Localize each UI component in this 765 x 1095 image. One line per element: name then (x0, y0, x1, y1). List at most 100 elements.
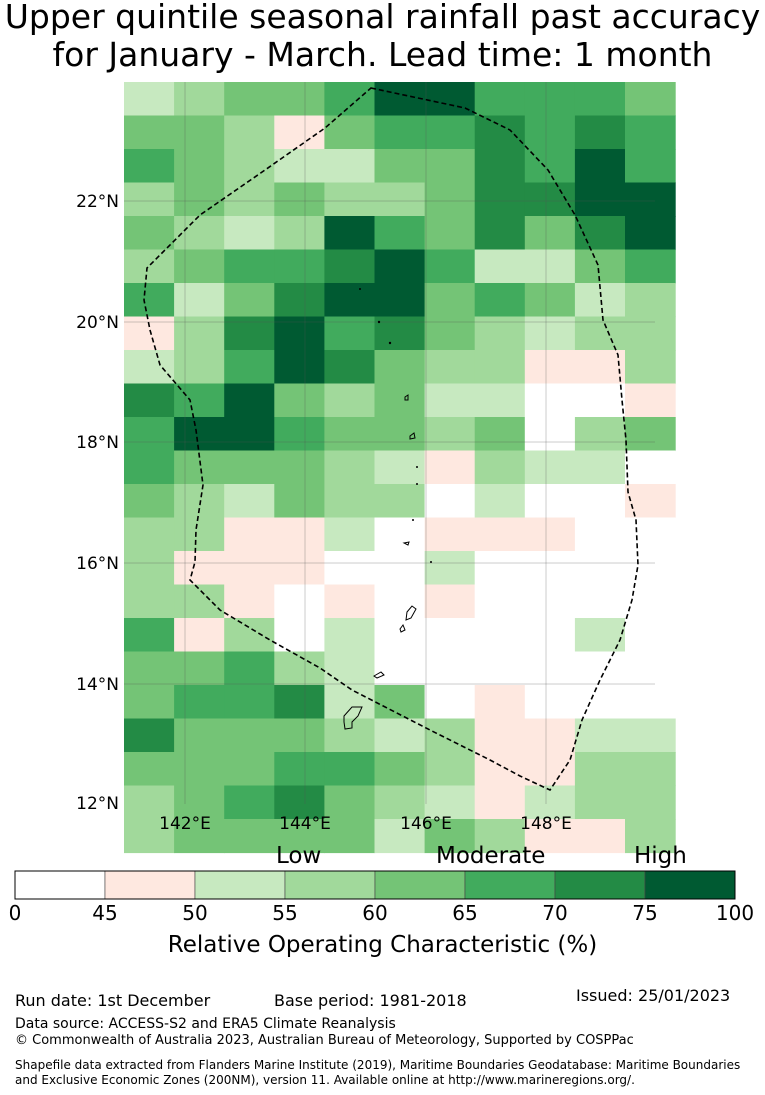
colorbar-outline (14, 870, 736, 900)
grid-cell (625, 484, 676, 519)
grid-cell (524, 819, 576, 854)
grid-cell (274, 752, 325, 787)
lat-tick-label: 22°N (76, 192, 119, 212)
issued-date: Issued: 25/01/2023 (576, 986, 731, 1005)
colorbar-swatch (644, 870, 736, 900)
grid-cell (324, 584, 376, 619)
grid-cell (524, 283, 576, 318)
grid-cell (224, 417, 275, 452)
grid-cell (324, 651, 376, 686)
grid-cell (274, 350, 325, 385)
grid-cell (524, 551, 576, 586)
grid-cell (274, 149, 325, 184)
colorbar-swatch (194, 870, 286, 900)
grid-cell (124, 182, 175, 217)
grid-cell (574, 350, 626, 385)
grid-cell (424, 450, 476, 485)
grid-cell (474, 283, 526, 318)
grid-cell (274, 819, 325, 854)
grid-cell (524, 216, 576, 251)
grid-cell (574, 383, 626, 418)
colorbar-swatch (14, 870, 106, 900)
grid-cell (274, 316, 325, 351)
grid-cell (124, 819, 175, 854)
grid-cell (625, 350, 676, 385)
grid-cell (574, 618, 626, 653)
grid-cell (224, 718, 275, 753)
grid-cell (224, 82, 275, 117)
pagan-island (404, 394, 409, 401)
island-outlines (343, 288, 432, 730)
grid-cell (174, 316, 225, 351)
colorbar-swatch (284, 870, 376, 900)
grid-cell (625, 383, 676, 418)
grid-cell (374, 283, 426, 318)
grid-cell (124, 718, 175, 753)
grid-cell (574, 316, 626, 351)
lat-tick-label: 18°N (76, 433, 119, 453)
grid-cell (574, 450, 626, 485)
grid-cell (274, 651, 325, 686)
grid-cell (274, 417, 325, 452)
colorbar-swatch (554, 870, 646, 900)
lon-tick-label: 142°E (159, 814, 211, 834)
grid-cell (424, 316, 476, 351)
grid-cell (324, 115, 376, 150)
grid-cell (174, 551, 225, 586)
grid-cell (424, 618, 476, 653)
grid-cell (574, 785, 626, 820)
colorbar-axis-label: Relative Operating Characteristic (%) (167, 932, 598, 958)
copyright: © Commonwealth of Australia 2023, Austra… (15, 1033, 634, 1048)
grid-cell (474, 584, 526, 619)
grid-cell (625, 283, 676, 318)
grid-cell (524, 584, 576, 619)
grid-cell (224, 785, 275, 820)
grid-cell (474, 115, 526, 150)
grid-cell (124, 383, 175, 418)
base-period: Base period: 1981-2018 (274, 991, 467, 1010)
grid-cell (174, 216, 225, 251)
grid-cell (524, 685, 576, 720)
grid-cell (174, 149, 225, 184)
grid-cell (625, 718, 676, 753)
colorbar-tick-label: 50 (182, 901, 208, 925)
colorbar-low-label: Low (276, 843, 322, 869)
grid-cell (324, 149, 376, 184)
chart-title-line-2: for January - March. Lead time: 1 month (52, 35, 713, 74)
grid-cell (174, 517, 225, 552)
map-tick-labels: 142°E 144°E 146°E 148°E 22°N 20°N 18°N 16°N 14°N… (76, 192, 572, 834)
grid-cell (424, 417, 476, 452)
grid-cell (374, 551, 426, 586)
grid-cell (424, 283, 476, 318)
grid-cell (574, 82, 626, 117)
colorbar-tick-label: 60 (362, 901, 388, 925)
grid-cell (625, 819, 676, 854)
grid-cell (474, 484, 526, 519)
grid-cell (625, 417, 676, 452)
grid-cell (374, 819, 426, 854)
grid-cell (324, 417, 376, 452)
grid-cell (274, 718, 325, 753)
grid-cell (324, 283, 376, 318)
grid-cell (424, 517, 476, 552)
islet-1 (377, 320, 381, 324)
grid-cell (524, 718, 576, 753)
grid-cell (274, 484, 325, 519)
grid-cell (374, 417, 426, 452)
grid-cell (625, 149, 676, 184)
grid-cell (474, 82, 526, 117)
grid-cell (324, 484, 376, 519)
grid-cell (124, 484, 175, 519)
grid-cell (324, 752, 376, 787)
islet-7 (430, 561, 432, 563)
grid-cell (625, 584, 676, 619)
colorbar-tick-label: 55 (272, 901, 298, 925)
lon-tick-label: 148°E (520, 814, 572, 834)
grid-cell (574, 182, 626, 217)
grid-cell (224, 216, 275, 251)
shapefile-credit-line-2: and Exclusive Economic Zones (200NM), ve… (15, 1073, 635, 1087)
islet-6 (412, 519, 414, 521)
lat-tick-label: 12°N (76, 794, 119, 814)
grid-cell (424, 350, 476, 385)
